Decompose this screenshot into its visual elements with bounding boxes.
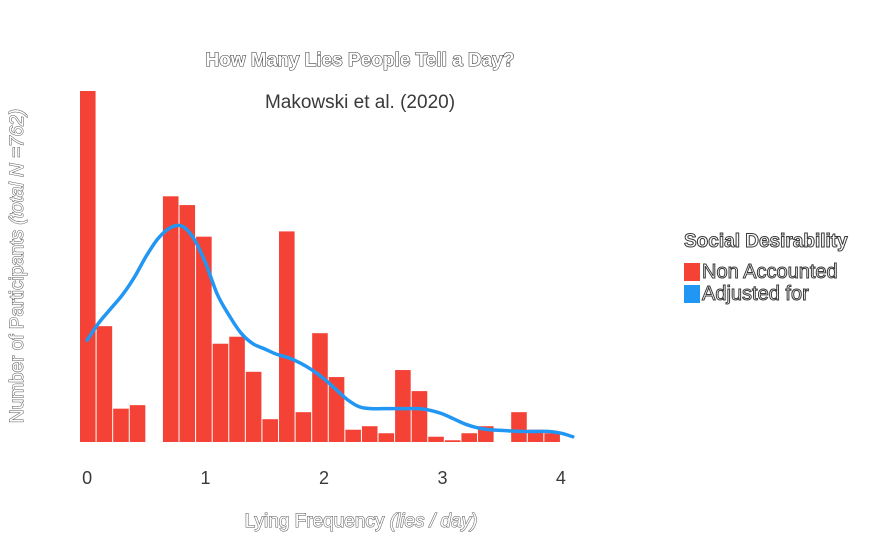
legend: Social Desirability Non Accounted Adjust… [684, 231, 849, 306]
histogram-bar [196, 236, 212, 442]
y-axis-label: Number of Participants (total N =762) [7, 109, 28, 423]
x-tick-label: 4 [556, 468, 566, 488]
y-axis-label-text: Number of Participants [7, 230, 28, 423]
legend-item-non-accounted: Non Accounted [684, 260, 848, 283]
histogram-bar [162, 196, 179, 442]
histogram-bar [544, 433, 560, 442]
chart-title: How Many Lies People Tell a Day? [205, 50, 514, 71]
histogram-bar [113, 408, 129, 442]
histogram-bar [262, 419, 279, 442]
x-axis-label-text: Lying Frequency [245, 511, 385, 532]
legend-item-adjusted-for: Adjusted for [684, 282, 848, 305]
legend-swatch-red [684, 263, 700, 281]
histogram-bar [511, 412, 527, 442]
legend-swatch-blue [684, 285, 700, 303]
histogram-bar [80, 91, 96, 442]
histogram-bar [428, 436, 444, 442]
chart-subtitle: Makowski et al. (2020) [265, 92, 455, 113]
histogram-bar [129, 405, 146, 442]
legend-label-adjusted-for: Adjusted for [702, 282, 810, 305]
x-axis-label: Lying Frequency (lies / day) [245, 511, 478, 532]
histogram-bar [444, 440, 461, 442]
histogram-bar [96, 326, 113, 442]
histogram-bar [378, 433, 395, 442]
x-axis-label-unit: (lies / day) [390, 511, 478, 532]
histogram-bar [295, 412, 312, 442]
histogram-bar [312, 333, 328, 442]
density-curve-adjusted-for [85, 223, 575, 439]
histogram-bar [212, 343, 229, 442]
histogram-bar [395, 370, 411, 442]
histogram-bar [179, 205, 196, 442]
y-axis-label-note: (total N =762) [7, 109, 28, 225]
x-tick-label: 1 [201, 468, 211, 488]
x-tick-label: 2 [319, 468, 329, 488]
x-tick-label: 3 [437, 468, 447, 488]
histogram-bar [411, 391, 428, 442]
histogram-bar [345, 429, 361, 442]
histogram-bar [361, 426, 378, 442]
histogram-bar [461, 433, 478, 442]
histogram-bar [229, 336, 245, 442]
histogram-bar [279, 231, 295, 442]
histogram-bars [80, 91, 560, 442]
legend-label-non-accounted: Non Accounted [702, 260, 839, 283]
x-tick-label: 0 [82, 468, 92, 488]
legend-title: Social Desirability [684, 231, 849, 253]
histogram-bar [245, 371, 262, 442]
x-axis-ticks: 0 1 2 3 4 [82, 468, 566, 488]
